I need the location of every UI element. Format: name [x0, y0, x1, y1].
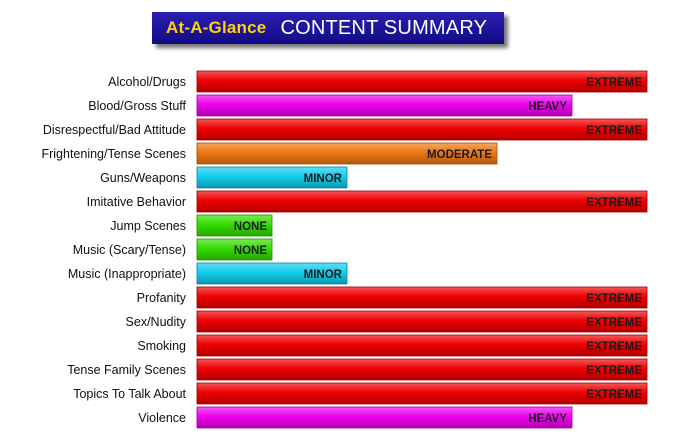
bar-imitative-behavior [196, 190, 648, 213]
value-label-alcohol-drugs: EXTREME [586, 77, 642, 89]
value-label-disrespectful-bad-attitude: EXTREME [586, 125, 642, 137]
bar-music-scary-tense [196, 238, 273, 261]
category-label-topics-to-talk-about: Topics To Talk About [73, 387, 186, 401]
value-label-sex-nudity: EXTREME [586, 317, 642, 329]
bar-alcohol-drugs [196, 70, 648, 93]
bar-tense-family-scenes [196, 358, 648, 381]
category-label-disrespectful-bad-attitude: Disrespectful/Bad Attitude [43, 123, 186, 137]
bar-topics-to-talk-about [196, 382, 648, 405]
category-label-jump-scenes: Jump Scenes [110, 219, 186, 233]
category-label-guns-weapons: Guns/Weapons [100, 171, 186, 185]
value-label-violence: HEAVY [528, 413, 567, 425]
title-banner: At-A-Glance CONTENT SUMMARY [152, 12, 504, 44]
category-label-music-scary-tense: Music (Scary/Tense) [73, 243, 186, 257]
bar-music-inappropriate [196, 262, 348, 285]
category-label-smoking: Smoking [137, 339, 186, 353]
value-label-music-inappropriate: MINOR [304, 269, 343, 281]
banner-title: CONTENT SUMMARY [280, 16, 488, 39]
category-label-frightening-tense-scenes: Frightening/Tense Scenes [41, 147, 186, 161]
category-label-music-inappropriate: Music (Inappropriate) [68, 267, 186, 281]
category-label-alcohol-drugs: Alcohol/Drugs [108, 75, 186, 89]
value-label-smoking: EXTREME [586, 341, 642, 353]
value-label-blood-gross-stuff: HEAVY [528, 101, 567, 113]
bar-violence [196, 406, 573, 429]
value-label-tense-family-scenes: EXTREME [586, 365, 642, 377]
category-label-imitative-behavior: Imitative Behavior [87, 195, 186, 209]
bar-profanity [196, 286, 648, 309]
bar-disrespectful-bad-attitude [196, 118, 648, 141]
category-label-sex-nudity: Sex/Nudity [126, 315, 187, 329]
value-label-music-scary-tense: NONE [234, 245, 268, 257]
category-label-blood-gross-stuff: Blood/Gross Stuff [88, 99, 186, 113]
bar-sex-nudity [196, 310, 648, 333]
value-label-topics-to-talk-about: EXTREME [586, 389, 642, 401]
bar-smoking [196, 334, 648, 357]
value-label-guns-weapons: MINOR [304, 173, 343, 185]
bar-guns-weapons [196, 166, 348, 189]
category-label-profanity: Profanity [137, 291, 187, 305]
banner-brand: At-A-Glance [166, 18, 267, 37]
bar-blood-gross-stuff [196, 94, 573, 117]
value-label-jump-scenes: NONE [234, 221, 268, 233]
category-label-violence: Violence [138, 411, 186, 425]
value-label-imitative-behavior: EXTREME [586, 197, 642, 209]
bar-frightening-tense-scenes [196, 142, 498, 165]
value-label-frightening-tense-scenes: MODERATE [427, 149, 492, 161]
bar-jump-scenes [196, 214, 273, 237]
value-label-profanity: EXTREME [586, 293, 642, 305]
category-label-tense-family-scenes: Tense Family Scenes [67, 363, 186, 377]
